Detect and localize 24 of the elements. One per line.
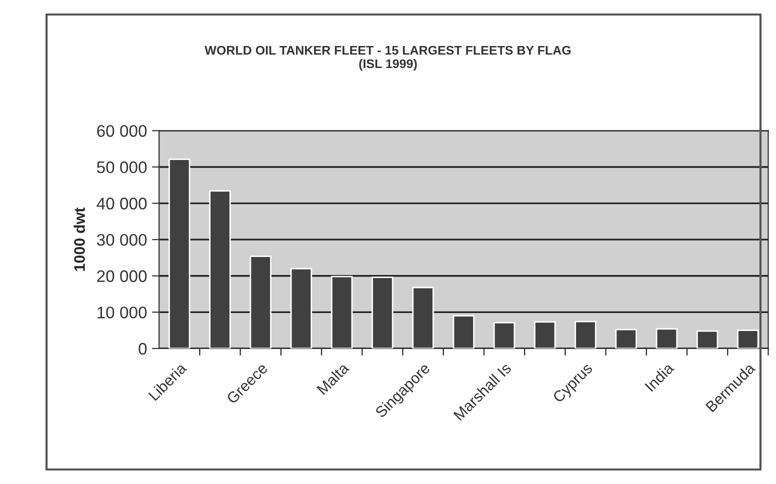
bar (656, 328, 678, 348)
chart-title: WORLD OIL TANKER FLEET - 15 LARGEST FLEETS BY FLAG (ISL 1999) (204, 46, 571, 71)
y-tick-label: 20 000 (97, 270, 147, 282)
y-tick-label: 40 000 (96, 198, 147, 210)
bar (168, 158, 190, 348)
bar (250, 256, 272, 348)
bar (696, 330, 718, 348)
y-tick-label: 60 000 (97, 125, 147, 137)
bar (452, 315, 475, 348)
y-tick-label: 30 000 (96, 234, 147, 246)
bar (209, 190, 231, 348)
y-tick-label: 10 000 (98, 306, 147, 318)
bar (330, 276, 353, 348)
y-axis-title: 1000 dwt (74, 207, 85, 271)
bar (737, 330, 759, 348)
y-tick-label: 50 000 (96, 161, 147, 174)
bar (493, 322, 516, 348)
bar (615, 328, 637, 348)
y-tick-label: 0 (138, 342, 147, 355)
bar (372, 276, 394, 348)
bar (534, 321, 556, 348)
bar (290, 268, 312, 348)
bar (574, 320, 596, 348)
bar (412, 286, 434, 348)
